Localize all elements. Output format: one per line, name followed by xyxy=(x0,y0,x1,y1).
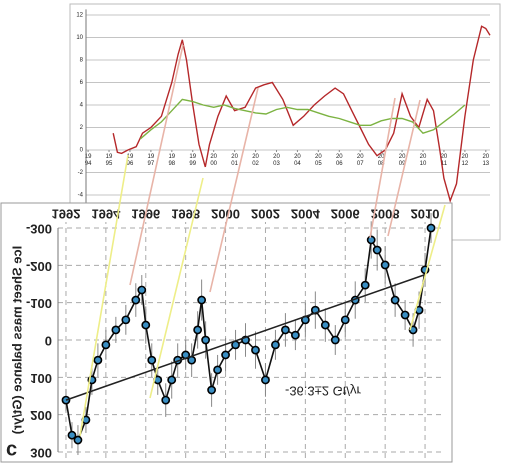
data-point xyxy=(111,325,121,335)
x-tick-label: 20 01 xyxy=(231,154,238,167)
arrow xyxy=(409,204,446,331)
data-point xyxy=(197,295,207,305)
data-point xyxy=(141,320,151,330)
y-tick-label: 8 xyxy=(80,58,84,64)
data-point xyxy=(390,295,400,305)
x-tick-label: 20 13 xyxy=(482,154,489,167)
data-point xyxy=(380,260,390,270)
top-panel xyxy=(69,3,501,241)
y-tick-label: 10 xyxy=(76,35,83,41)
y-axis-label: Ice Sheet mass balance (Gt/yr) xyxy=(9,246,24,435)
trend-line xyxy=(65,273,426,401)
x-tick-label: 2006 xyxy=(331,207,360,222)
data-point xyxy=(137,285,147,295)
x-tick-label: 2000 xyxy=(211,207,240,222)
bottom-panel xyxy=(0,202,453,463)
x-tick-label: 20 03 xyxy=(273,154,280,167)
x-tick-label: 20 11 xyxy=(441,154,448,167)
x-tick-label: 1994 xyxy=(91,207,121,222)
data-point xyxy=(281,325,290,335)
data-point xyxy=(161,395,171,405)
data-point xyxy=(167,375,177,385)
data-point xyxy=(67,430,77,440)
y-tick-label: -2 xyxy=(78,170,84,176)
data-point xyxy=(290,330,300,340)
panel-label: c xyxy=(6,440,17,462)
y-tick-label: 300 xyxy=(30,446,52,461)
arrow xyxy=(387,99,421,237)
x-tick-label: 2010 xyxy=(411,207,440,222)
data-point xyxy=(271,340,280,350)
x-tick-label: 20 09 xyxy=(399,154,406,167)
top-chart: -4 -2 0 2 4 6 8 10 12 19 94 19 95 19 96 19 97 19 98 19 99 20 0… xyxy=(76,9,491,212)
connector-arrows xyxy=(79,44,446,437)
data-point xyxy=(101,340,111,350)
data-point xyxy=(251,345,260,355)
data-point xyxy=(340,315,350,325)
x-tick-label: 20 12 xyxy=(462,154,469,167)
arrow xyxy=(79,154,129,437)
y-tick-label: 0 xyxy=(80,148,84,154)
data-point xyxy=(201,335,211,345)
data-point xyxy=(221,350,230,360)
data-point xyxy=(73,435,83,445)
x-tick-label: 2004 xyxy=(291,207,321,222)
x-tick-label: 19 97 xyxy=(148,154,155,167)
data-point xyxy=(426,223,436,233)
data-point xyxy=(360,280,370,290)
data-point xyxy=(121,315,131,325)
data-point xyxy=(93,355,103,365)
data-point xyxy=(213,365,222,375)
data-point xyxy=(320,320,330,330)
data-point xyxy=(400,310,410,320)
arrow xyxy=(369,97,396,239)
data-point xyxy=(372,245,382,255)
x-tick-label: 19 95 xyxy=(106,154,113,167)
data-point xyxy=(193,325,203,335)
data-point xyxy=(366,235,376,245)
annotation: -36.3±2 Gt/yr xyxy=(285,384,361,399)
y-tick-label: 12 xyxy=(76,13,83,19)
y-tick-label: 4 xyxy=(80,103,84,109)
y-tick-label: 200 xyxy=(30,408,52,423)
y-tick-label: -100 xyxy=(26,296,52,311)
y-tick-label: 6 xyxy=(80,80,84,86)
data-point xyxy=(207,385,217,395)
y-tick-label: -4 xyxy=(78,193,84,199)
arrow xyxy=(129,44,184,286)
series-line xyxy=(139,98,466,140)
arrow xyxy=(209,87,259,293)
data-point xyxy=(261,375,270,385)
data-point xyxy=(330,335,340,345)
data-point xyxy=(131,295,141,305)
x-tick-label: 20 07 xyxy=(357,154,364,167)
y-tick-label: 0 xyxy=(45,334,52,349)
x-tick-label: 19 99 xyxy=(189,154,196,167)
x-tick-label: 1992 xyxy=(52,207,81,222)
y-tick-label: 2 xyxy=(80,125,84,131)
x-tick-label: 20 05 xyxy=(315,154,322,167)
arrow xyxy=(149,177,204,399)
y-tick-label: 100 xyxy=(30,371,52,386)
x-tick-label: 2002 xyxy=(251,207,280,222)
series-line xyxy=(112,25,491,203)
y-tick-label: -200 xyxy=(26,259,52,274)
data-point xyxy=(147,355,157,365)
y-tick-label: -300 xyxy=(26,222,52,237)
